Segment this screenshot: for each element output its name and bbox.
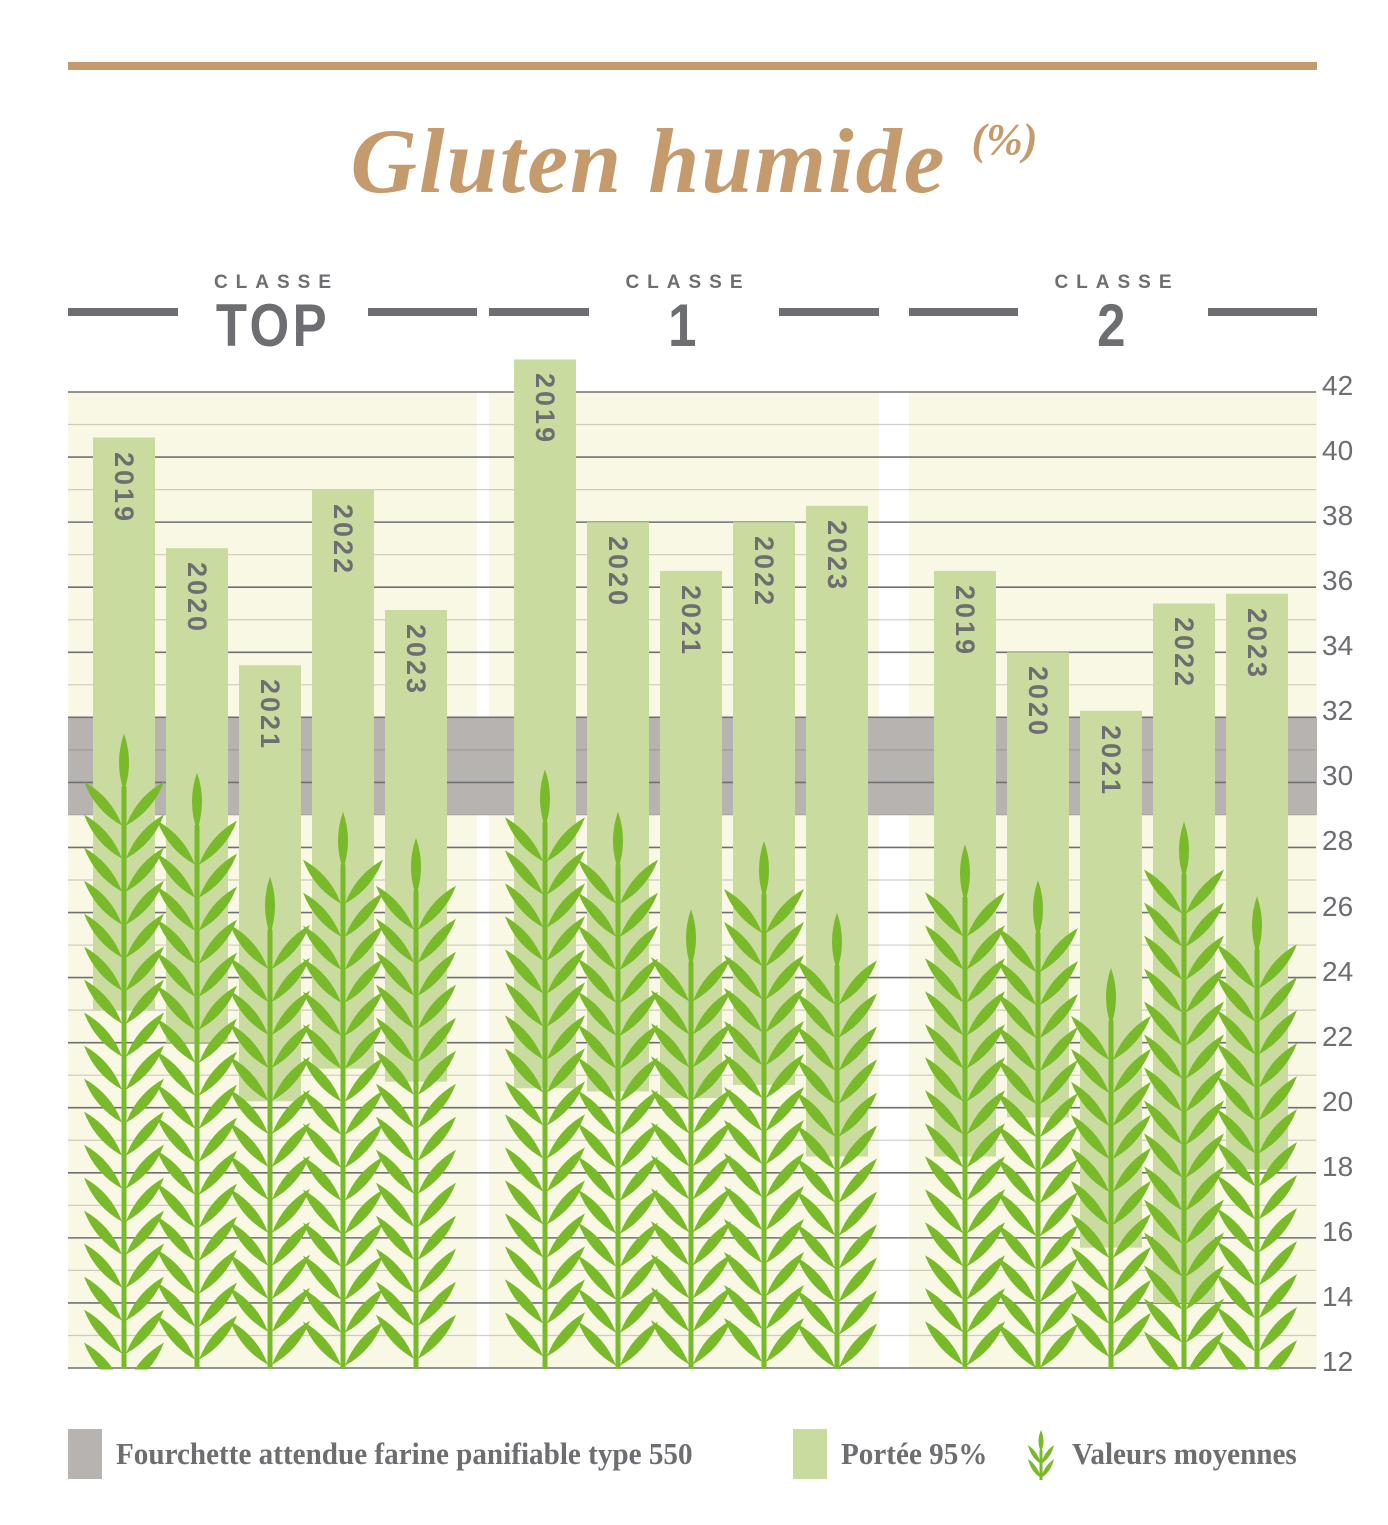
wheat-mean-2-2021 xyxy=(1071,967,1151,1369)
header-eyebrow: CLASSE xyxy=(213,272,340,293)
year-label-TOP-2019: 2019 xyxy=(109,451,139,524)
chart-title-text: Gluten humide xyxy=(350,110,947,212)
wheat-mean-TOP-2023 xyxy=(376,837,456,1369)
header-class-name: 1 xyxy=(668,292,700,359)
header-line-right xyxy=(367,308,477,316)
wheat-mean-2-2023 xyxy=(1217,896,1297,1370)
year-label-1-2020: 2020 xyxy=(603,536,633,609)
wheat-mean-2-2022 xyxy=(1144,821,1224,1370)
year-label-1-2023: 2023 xyxy=(822,519,852,592)
wheat-mean-TOP-2020 xyxy=(157,772,237,1369)
header-eyebrow: CLASSE xyxy=(1054,272,1180,293)
header-class-name: TOP xyxy=(215,292,330,359)
axis-tick-label-16: 16 xyxy=(1322,1215,1354,1247)
axis-tick-label-24: 24 xyxy=(1322,955,1354,987)
axis-tick-label-38: 38 xyxy=(1322,500,1354,532)
chart-title-unit: (%) xyxy=(971,115,1038,164)
green-bar-swatch-icon xyxy=(793,1429,827,1479)
axis-tick-label-26: 26 xyxy=(1322,890,1354,922)
header-line-right xyxy=(1208,308,1317,316)
year-label-1-2022: 2022 xyxy=(749,536,779,609)
gray-band-swatch-icon xyxy=(68,1429,102,1479)
wheat-mean-TOP-2022 xyxy=(303,811,383,1369)
wheat-mean-TOP-2021 xyxy=(230,876,310,1369)
wheat-ears xyxy=(84,733,1297,1370)
axis-tick-label-18: 18 xyxy=(1322,1150,1354,1182)
header-line-right xyxy=(779,308,879,316)
legend-item-portee: Portée 95% xyxy=(793,1428,997,1480)
year-label-2-2020: 2020 xyxy=(1023,666,1053,739)
wheat-mean-2-2019 xyxy=(925,844,1005,1369)
legend-label: Fourchette attendue farine panifiable ty… xyxy=(116,1436,693,1471)
panel-header-1: CLASSE 1 xyxy=(489,272,879,368)
year-label-2-2019: 2019 xyxy=(950,584,980,657)
header-text: CLASSE TOP xyxy=(178,272,368,357)
axis-tick-label-20: 20 xyxy=(1322,1085,1354,1117)
year-label-2-2022: 2022 xyxy=(1169,617,1199,690)
wheat-mean-TOP-2019 xyxy=(84,733,164,1370)
year-label-2-2021: 2021 xyxy=(1096,724,1126,797)
header-line-left xyxy=(489,308,589,316)
wheat-mean-2-2020 xyxy=(998,880,1078,1369)
year-label-TOP-2020: 2020 xyxy=(182,562,212,635)
legend-label: Portée 95% xyxy=(841,1436,988,1471)
chart-title: Gluten humide (%) xyxy=(0,108,1388,214)
header-class-name: 2 xyxy=(1097,292,1129,359)
year-label-TOP-2023: 2023 xyxy=(401,623,431,697)
wheat-mean-1-2021 xyxy=(651,909,731,1369)
wheat-icon xyxy=(1028,1430,1054,1480)
year-label-1-2021: 2021 xyxy=(676,584,706,657)
wheat-mean-1-2023 xyxy=(797,912,877,1369)
header-text: CLASSE 2 xyxy=(1018,272,1208,357)
year-label-TOP-2022: 2022 xyxy=(328,503,358,576)
panel-header-2: CLASSE 2 xyxy=(909,272,1317,368)
legend-label: Valeurs moyennes xyxy=(1072,1436,1297,1471)
wheat-mean-1-2019 xyxy=(505,769,585,1369)
axis-tick-label-36: 36 xyxy=(1322,565,1354,597)
year-label-2-2023: 2023 xyxy=(1242,607,1272,680)
legend-item-moyennes: Valeurs moyennes xyxy=(1024,1428,1311,1480)
wheat-mean-1-2022 xyxy=(724,840,804,1369)
panel-header-TOP: CLASSE TOP xyxy=(68,272,477,368)
axis-tick-label-40: 40 xyxy=(1322,435,1354,467)
axis-tick-label-30: 30 xyxy=(1322,760,1354,792)
header-line-left xyxy=(909,308,1018,316)
axis-tick-label-42: 42 xyxy=(1322,370,1354,401)
wheat-mean-1-2020 xyxy=(578,811,658,1369)
axis-tick-label-12: 12 xyxy=(1322,1346,1354,1377)
axis-tick-label-28: 28 xyxy=(1322,825,1354,857)
year-label-1-2019: 2019 xyxy=(530,373,560,446)
axis-tick-label-14: 14 xyxy=(1322,1280,1354,1312)
header-text: CLASSE 1 xyxy=(589,272,779,357)
legend-item-fourchette: Fourchette attendue farine panifiable ty… xyxy=(68,1428,729,1480)
axis-tick-label-22: 22 xyxy=(1322,1020,1354,1052)
top-rule xyxy=(68,62,1317,70)
header-line-left xyxy=(68,308,178,316)
axis-tick-label-32: 32 xyxy=(1322,695,1354,727)
year-label-TOP-2021: 2021 xyxy=(255,679,285,752)
header-eyebrow: CLASSE xyxy=(625,272,751,293)
axis-tick-label-34: 34 xyxy=(1322,630,1354,662)
